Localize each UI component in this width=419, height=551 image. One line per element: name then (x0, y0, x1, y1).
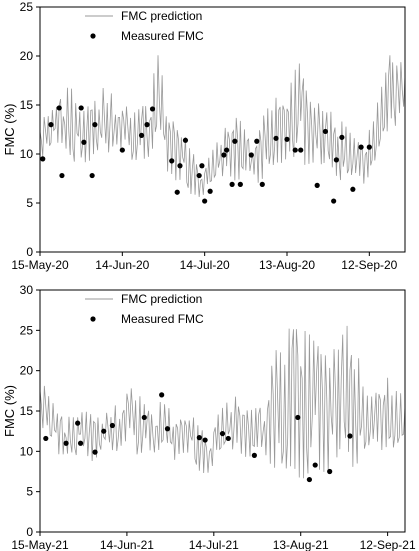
y-tick-label: 25 (20, 323, 34, 337)
measured-fmc-point (78, 105, 84, 111)
measured-fmc-point (182, 137, 189, 143)
measured-fmc-point (75, 420, 81, 426)
measured-fmc-point (339, 134, 345, 140)
y-tick-label: 10 (20, 444, 34, 458)
legend-label-prediction: FMC prediction (121, 292, 202, 306)
measured-fmc-point (92, 449, 98, 455)
x-tick-label: 14-Jul-21 (189, 538, 239, 551)
legend-label-measured: Measured FMC (121, 312, 204, 326)
measured-fmc-point (141, 414, 147, 421)
x-tick-label: 14-Jul-20 (180, 258, 230, 272)
measured-fmc-point (138, 132, 145, 138)
x-tick-label: 12-Sep-20 (341, 258, 397, 272)
measured-fmc-point (292, 147, 298, 153)
measured-fmc-point (119, 147, 125, 153)
measured-fmc-point (224, 147, 230, 153)
measured-fmc-point (331, 198, 337, 204)
measured-fmc-point (225, 435, 231, 442)
measured-fmc-point (169, 158, 175, 164)
measured-fmc-point (196, 172, 202, 179)
measured-fmc-point (159, 392, 165, 398)
fmc-prediction-line (39, 325, 406, 479)
measured-fmc-point (196, 435, 202, 441)
measured-fmc-point (314, 182, 320, 188)
measured-fmc-point (237, 181, 243, 187)
measured-fmc-point (284, 136, 290, 142)
y-tick-label: 20 (20, 49, 34, 63)
legend: FMC prediction Measured FMC (85, 9, 204, 43)
plot-frame (39, 6, 406, 253)
measured-fmc-point (101, 428, 107, 434)
measured-fmc-point (177, 163, 183, 169)
y-tick-label: 5 (26, 485, 33, 499)
measured-fmc-point (202, 198, 208, 204)
x-tick-label: 15-May-21 (11, 538, 69, 551)
measured-fmc-point (202, 437, 208, 443)
legend-dot-swatch (90, 33, 96, 39)
x-tick-label: 13-Aug-21 (273, 538, 329, 551)
measured-fmc-point (149, 106, 156, 112)
x-tick-label: 14-Jun-21 (100, 538, 154, 551)
measured-fmc-point (77, 440, 84, 446)
y-tick-label: 20 (20, 364, 34, 378)
measured-fmc-point (259, 181, 265, 187)
measured-fmc-point (350, 186, 356, 192)
x-tick-label: 15-May-20 (11, 258, 69, 272)
measured-fmc-point (306, 476, 312, 483)
measured-fmc-point (366, 144, 372, 150)
x-tick-label: 14-Jun-20 (95, 258, 149, 272)
measured-fmc-point (144, 122, 150, 128)
legend-label-measured: Measured FMC (121, 29, 204, 43)
measured-fmc-point (347, 433, 353, 439)
chart-panel-2: 0 5 10 15 20 25 30 15-May-21 14-Jun-21 14-Jul-21 1… (2, 283, 416, 551)
legend-dot-swatch (90, 316, 96, 322)
measured-fmc-point (56, 105, 62, 111)
y-axis-title: FMC (%) (2, 104, 17, 156)
measured-fmc-point (81, 139, 87, 145)
x-tick-label: 13-Aug-20 (259, 258, 315, 272)
y-tick-label: 30 (20, 283, 34, 297)
x-tick-label: 12-Sep-21 (360, 538, 416, 551)
measured-fmc-point (199, 163, 205, 169)
legend-label-prediction: FMC prediction (121, 9, 202, 23)
measured-fmc-point (43, 435, 49, 442)
measured-fmc-point (207, 188, 213, 194)
measured-fmc-point (174, 189, 180, 195)
measured-fmc-point (232, 138, 238, 144)
y-axis-title: FMC (%) (2, 385, 17, 437)
measured-fmc-point (333, 157, 339, 163)
measured-fmc-point (40, 156, 46, 162)
measured-fmc-point (89, 172, 95, 179)
measured-fmc-point (254, 138, 260, 144)
y-tick-label: 0 (26, 525, 33, 539)
measured-fmc-point (248, 152, 254, 158)
y-tick-label: 15 (20, 98, 34, 112)
legend: FMC prediction Measured FMC (85, 292, 204, 326)
measured-fmc-point (48, 122, 54, 128)
measured-fmc-point (219, 430, 226, 437)
measured-fmc-point (295, 414, 301, 421)
chart-panel-1: 0 5 10 15 20 25 15-May-20 14-Jun-20 14-Jul-20 13-… (2, 0, 406, 272)
y-tick-label: 15 (20, 404, 34, 418)
y-tick-label: 5 (26, 196, 33, 210)
measured-fmc-point (92, 122, 98, 128)
measured-fmc-point (221, 152, 227, 158)
measured-fmc-point (358, 144, 364, 150)
measured-fmc-point (251, 452, 257, 458)
fmc-prediction-line (39, 55, 406, 198)
measured-fmc-point (229, 181, 235, 187)
y-tick-label: 10 (20, 147, 34, 161)
measured-fmc-point (63, 440, 69, 446)
measured-fmc-point (59, 172, 65, 179)
measured-fmc-point (164, 426, 171, 432)
measured-fmc-point (273, 135, 279, 141)
measured-fmc-point (322, 128, 329, 135)
measured-fmc-point (298, 147, 304, 153)
y-tick-label: 0 (26, 245, 33, 259)
measured-fmc-point (327, 468, 333, 475)
y-tick-label: 25 (20, 0, 34, 14)
measured-fmc-point (312, 462, 318, 468)
measured-fmc-point (109, 422, 116, 429)
